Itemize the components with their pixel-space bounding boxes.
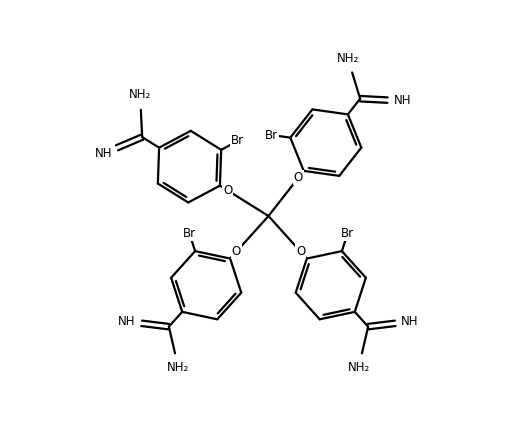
Text: Br: Br <box>231 135 244 148</box>
Text: NH₂: NH₂ <box>167 362 189 375</box>
Text: O: O <box>231 245 241 258</box>
Text: NH₂: NH₂ <box>337 52 359 65</box>
Text: Br: Br <box>341 227 354 240</box>
Text: NH₂: NH₂ <box>347 362 370 375</box>
Text: O: O <box>223 184 232 197</box>
Text: NH: NH <box>118 315 136 328</box>
Text: Br: Br <box>265 128 278 141</box>
Text: O: O <box>294 171 303 184</box>
Text: NH: NH <box>95 147 112 160</box>
Text: NH: NH <box>394 95 411 107</box>
Text: O: O <box>296 245 305 258</box>
Text: NH₂: NH₂ <box>129 89 151 101</box>
Text: Br: Br <box>182 227 196 240</box>
Text: NH: NH <box>401 315 419 328</box>
